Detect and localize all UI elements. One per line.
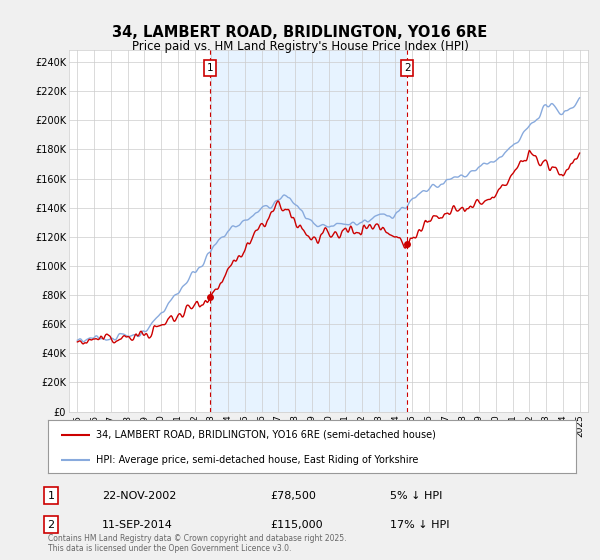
Text: 34, LAMBERT ROAD, BRIDLINGTON, YO16 6RE: 34, LAMBERT ROAD, BRIDLINGTON, YO16 6RE: [112, 25, 488, 40]
Text: 2: 2: [47, 520, 55, 530]
Text: Contains HM Land Registry data © Crown copyright and database right 2025.
This d: Contains HM Land Registry data © Crown c…: [48, 534, 347, 553]
Text: 1: 1: [206, 63, 213, 73]
Text: 5% ↓ HPI: 5% ↓ HPI: [390, 491, 442, 501]
Text: 17% ↓ HPI: 17% ↓ HPI: [390, 520, 449, 530]
Text: £78,500: £78,500: [270, 491, 316, 501]
Text: Price paid vs. HM Land Registry's House Price Index (HPI): Price paid vs. HM Land Registry's House …: [131, 40, 469, 53]
Text: 34, LAMBERT ROAD, BRIDLINGTON, YO16 6RE (semi-detached house): 34, LAMBERT ROAD, BRIDLINGTON, YO16 6RE …: [95, 430, 436, 440]
Text: 1: 1: [47, 491, 55, 501]
Bar: [209, 50, 407, 412]
Text: 2: 2: [404, 63, 410, 73]
Text: £115,000: £115,000: [270, 520, 323, 530]
Text: 22-NOV-2002: 22-NOV-2002: [102, 491, 176, 501]
Text: HPI: Average price, semi-detached house, East Riding of Yorkshire: HPI: Average price, semi-detached house,…: [95, 455, 418, 465]
Text: 11-SEP-2014: 11-SEP-2014: [102, 520, 173, 530]
